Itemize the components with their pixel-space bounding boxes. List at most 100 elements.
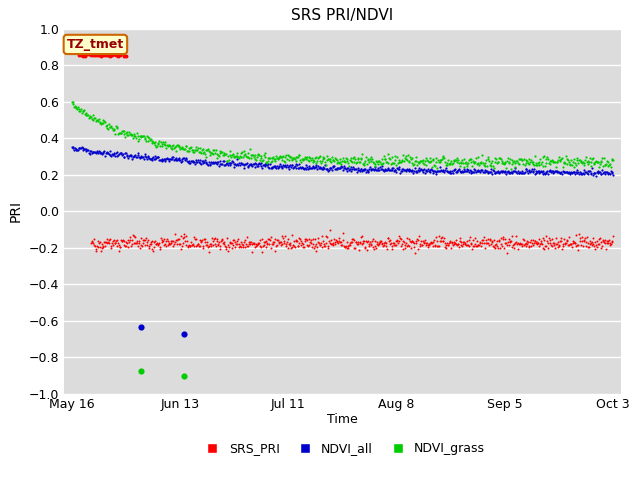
Point [234, 243, 244, 251]
Point [384, 238, 394, 245]
Point [552, 168, 562, 175]
Point [500, 160, 511, 168]
Point [170, 147, 180, 155]
Point [119, 237, 129, 244]
Point [113, 130, 124, 138]
Point [429, 161, 439, 169]
Point [584, 158, 594, 166]
Point [294, 152, 304, 159]
Point [157, 236, 167, 244]
Point [593, 235, 604, 243]
Point [608, 171, 618, 179]
Point [151, 143, 161, 151]
Point [548, 240, 559, 248]
Point [521, 156, 531, 164]
Point [415, 157, 426, 165]
Point [510, 164, 520, 171]
Point [316, 163, 326, 171]
Point [265, 237, 275, 244]
Point [99, 117, 109, 125]
Point [431, 155, 442, 162]
Point [188, 146, 198, 154]
Point [126, 152, 136, 159]
Point [342, 165, 353, 172]
Point [573, 246, 583, 253]
Point [540, 170, 550, 178]
Point [240, 237, 250, 244]
Point [150, 155, 160, 162]
Point [154, 137, 164, 144]
Point [161, 155, 171, 163]
Point [542, 238, 552, 245]
Point [166, 155, 176, 163]
Point [597, 155, 607, 162]
Point [111, 237, 122, 244]
Point [589, 169, 599, 177]
Point [392, 236, 402, 244]
Point [235, 242, 245, 250]
Point [337, 157, 347, 165]
Point [148, 154, 158, 161]
Point [198, 145, 209, 153]
Point [89, 241, 99, 249]
Point [505, 238, 515, 245]
Point [151, 240, 161, 247]
Point [456, 168, 466, 176]
Point [75, 107, 85, 115]
Point [604, 162, 614, 169]
Point [159, 141, 170, 149]
Point [549, 158, 559, 166]
Point [252, 152, 262, 159]
Point [292, 153, 302, 161]
Point [239, 238, 249, 245]
Point [305, 238, 315, 245]
Point [223, 152, 234, 160]
Point [476, 159, 486, 167]
Point [485, 168, 495, 176]
Point [499, 244, 509, 252]
Point [524, 160, 534, 168]
Point [357, 240, 367, 248]
Point [120, 133, 131, 141]
Point [439, 234, 449, 241]
Point [600, 170, 610, 178]
Point [125, 236, 135, 244]
Point [313, 162, 323, 169]
Point [371, 167, 381, 174]
Point [228, 236, 238, 244]
Point [387, 166, 397, 174]
Point [502, 168, 512, 176]
Point [95, 120, 106, 127]
Point [550, 244, 560, 252]
Point [130, 132, 140, 140]
Point [570, 239, 580, 247]
Point [74, 144, 84, 152]
Point [192, 146, 202, 154]
Point [126, 130, 136, 138]
Point [271, 152, 282, 160]
Point [480, 244, 490, 252]
Point [139, 132, 149, 140]
Point [298, 164, 308, 172]
Point [581, 153, 591, 160]
Point [100, 149, 111, 157]
Point [601, 168, 611, 176]
Point [269, 162, 279, 170]
Point [383, 165, 394, 173]
Point [362, 155, 372, 163]
Point [232, 156, 243, 163]
Point [353, 238, 363, 246]
Point [344, 166, 355, 173]
Point [478, 159, 488, 167]
Point [600, 239, 611, 246]
Point [294, 151, 305, 158]
Point [518, 169, 529, 177]
Point [535, 240, 545, 248]
X-axis label: Time: Time [327, 413, 358, 426]
Point [71, 104, 81, 112]
Point [451, 236, 461, 243]
Point [120, 149, 131, 156]
Point [95, 118, 105, 126]
Point [417, 241, 427, 249]
Point [413, 166, 423, 174]
